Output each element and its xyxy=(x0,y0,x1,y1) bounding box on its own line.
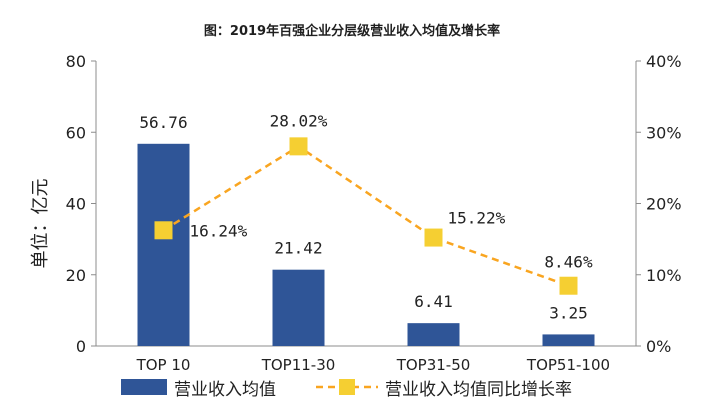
y-tick-label-left: 0 xyxy=(76,337,86,356)
y-tick-label-right: 20% xyxy=(646,195,682,214)
bar-series xyxy=(137,143,595,346)
legend-swatch-bar xyxy=(121,379,167,395)
chart-title: 图：2019年百强企业分层级营业收入均值及增长率 xyxy=(204,23,500,39)
legend-label-bar: 营业收入均值 xyxy=(174,380,276,400)
bar-value-label: 3.25 xyxy=(549,303,588,322)
line-marker xyxy=(154,221,173,240)
line-marker xyxy=(424,228,443,247)
x-tick-label: TOP51-100 xyxy=(526,356,610,374)
y-tick-label-left: 20 xyxy=(66,266,86,285)
line-value-label: 28.02% xyxy=(270,111,328,130)
y-tick-label-right: 0% xyxy=(646,337,671,356)
y-tick-label-left: 80 xyxy=(66,52,86,71)
x-tick-label: TOP31-50 xyxy=(396,356,471,374)
y-axis-label: 单位：亿元 xyxy=(30,179,51,269)
line-value-label: 16.24% xyxy=(190,221,248,240)
legend-swatch-marker xyxy=(339,379,355,395)
y-tick-label-right: 10% xyxy=(646,266,682,285)
y-tick-label-left: 60 xyxy=(66,123,86,142)
bar-value-label: 6.41 xyxy=(414,292,453,311)
line-marker xyxy=(559,276,578,295)
growth-line xyxy=(162,144,569,287)
x-tick-label: TOP11-30 xyxy=(261,356,336,374)
y-tick-label-right: 30% xyxy=(646,123,682,142)
bar xyxy=(542,334,595,346)
y-tick-label-right: 40% xyxy=(646,52,682,71)
legend-label-line: 营业收入均值同比增长率 xyxy=(385,380,572,400)
bar-value-label: 56.76 xyxy=(139,113,187,132)
bar xyxy=(272,269,325,346)
line-value-label: 15.22% xyxy=(448,209,506,228)
bar xyxy=(137,143,190,346)
chart-axes: 0 20 40 60 80 0% 10% 20% 30% 40% TOP 10 TOP11-30 TOP… xyxy=(30,52,682,374)
line-value-label: 8.46% xyxy=(544,253,593,272)
x-tick-label: TOP 10 xyxy=(136,356,191,374)
line-series xyxy=(154,137,578,295)
data-labels: 56.76 21.42 6.41 3.25 16.24% 28.02% 15.22% 8.46… xyxy=(139,111,593,322)
bar xyxy=(407,323,460,346)
y-tick-label-left: 40 xyxy=(66,195,86,214)
bar-value-label: 21.42 xyxy=(274,239,322,258)
line-marker xyxy=(289,137,308,156)
legend: 营业收入均值 营业收入均值同比增长率 xyxy=(121,379,572,400)
